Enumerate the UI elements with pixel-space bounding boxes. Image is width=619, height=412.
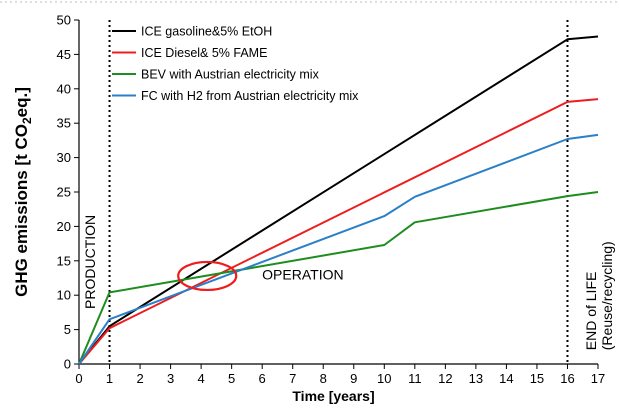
y-axis-title-part: GHG emissions [t CO	[12, 124, 31, 297]
x-tick-label: 9	[350, 371, 357, 386]
x-tick-label: 0	[75, 371, 82, 386]
x-tick-label: 13	[469, 371, 483, 386]
y-tick-label: 40	[57, 81, 71, 96]
x-tick-label: 8	[320, 371, 327, 386]
y-tick-label: 0	[64, 357, 71, 372]
y-tick-label: 20	[57, 219, 71, 234]
x-tick-label: 10	[377, 371, 391, 386]
legend: ICE gasoline&5% EtOH ICE Diesel& 5% FAME B…	[112, 25, 359, 103]
legend-label: ICE Diesel& 5% FAME	[141, 46, 267, 60]
x-tick-label: 7	[289, 371, 296, 386]
y-tick-label: 45	[57, 47, 71, 62]
x-tick-label: 3	[167, 371, 174, 386]
legend-label: ICE gasoline&5% EtOH	[141, 25, 272, 39]
y-tick-label: 10	[57, 288, 71, 303]
y-axis-title-unit: eq.	[12, 93, 31, 118]
series-line	[78, 35, 599, 365]
x-axis-title: Time [years]	[292, 388, 374, 404]
y-tick-label: 50	[57, 13, 71, 28]
x-tick-label: 6	[259, 371, 266, 386]
x-tick-label: 5	[228, 371, 235, 386]
y-tick-group: 0 5 10 15 20 25 30 35 40 45 50	[57, 13, 79, 372]
x-tick-label: 15	[530, 371, 544, 386]
series-line	[78, 133, 599, 365]
x-tick-label: 12	[438, 371, 452, 386]
end-of-life-label: END of LIFE	[583, 272, 599, 351]
operation-label: OPERATION	[262, 266, 343, 282]
y-axis-title-subscript: 2	[20, 117, 34, 124]
x-tick-group: 0 1 2 3 4 5 6 7 8 9 10 11 12 13 14 15 16 17	[75, 364, 605, 386]
legend-label: FC with H2 from Austrian electricity mix	[141, 89, 359, 103]
series-group	[78, 35, 599, 365]
y-tick-label: 15	[57, 253, 71, 268]
y-axis-title: GHG emissions [t CO2eq.]	[12, 87, 34, 297]
y-tick-label: 25	[57, 185, 71, 200]
x-tick-label: 4	[198, 371, 205, 386]
y-tick-label: 5	[64, 322, 71, 337]
y-tick-label: 35	[57, 116, 71, 131]
highlight-ellipse	[177, 260, 238, 292]
x-tick-label: 17	[591, 371, 605, 386]
x-tick-label: 16	[560, 371, 574, 386]
x-tick-label: 11	[408, 371, 422, 386]
x-tick-label: 14	[499, 371, 513, 386]
production-label: PRODUCTION	[82, 215, 98, 309]
series-line	[78, 98, 599, 365]
y-axis-title-bracket: ]	[12, 87, 31, 93]
series-line	[78, 191, 599, 365]
x-tick-label: 2	[136, 371, 143, 386]
vertical-marker-group	[108, 20, 569, 364]
legend-label: BEV with Austrian electricity mix	[141, 68, 320, 82]
y-tick-label: 30	[57, 150, 71, 165]
x-tick-label: 1	[106, 371, 113, 386]
end-of-life-sub-label: (Reuse/recycling)	[599, 241, 615, 350]
